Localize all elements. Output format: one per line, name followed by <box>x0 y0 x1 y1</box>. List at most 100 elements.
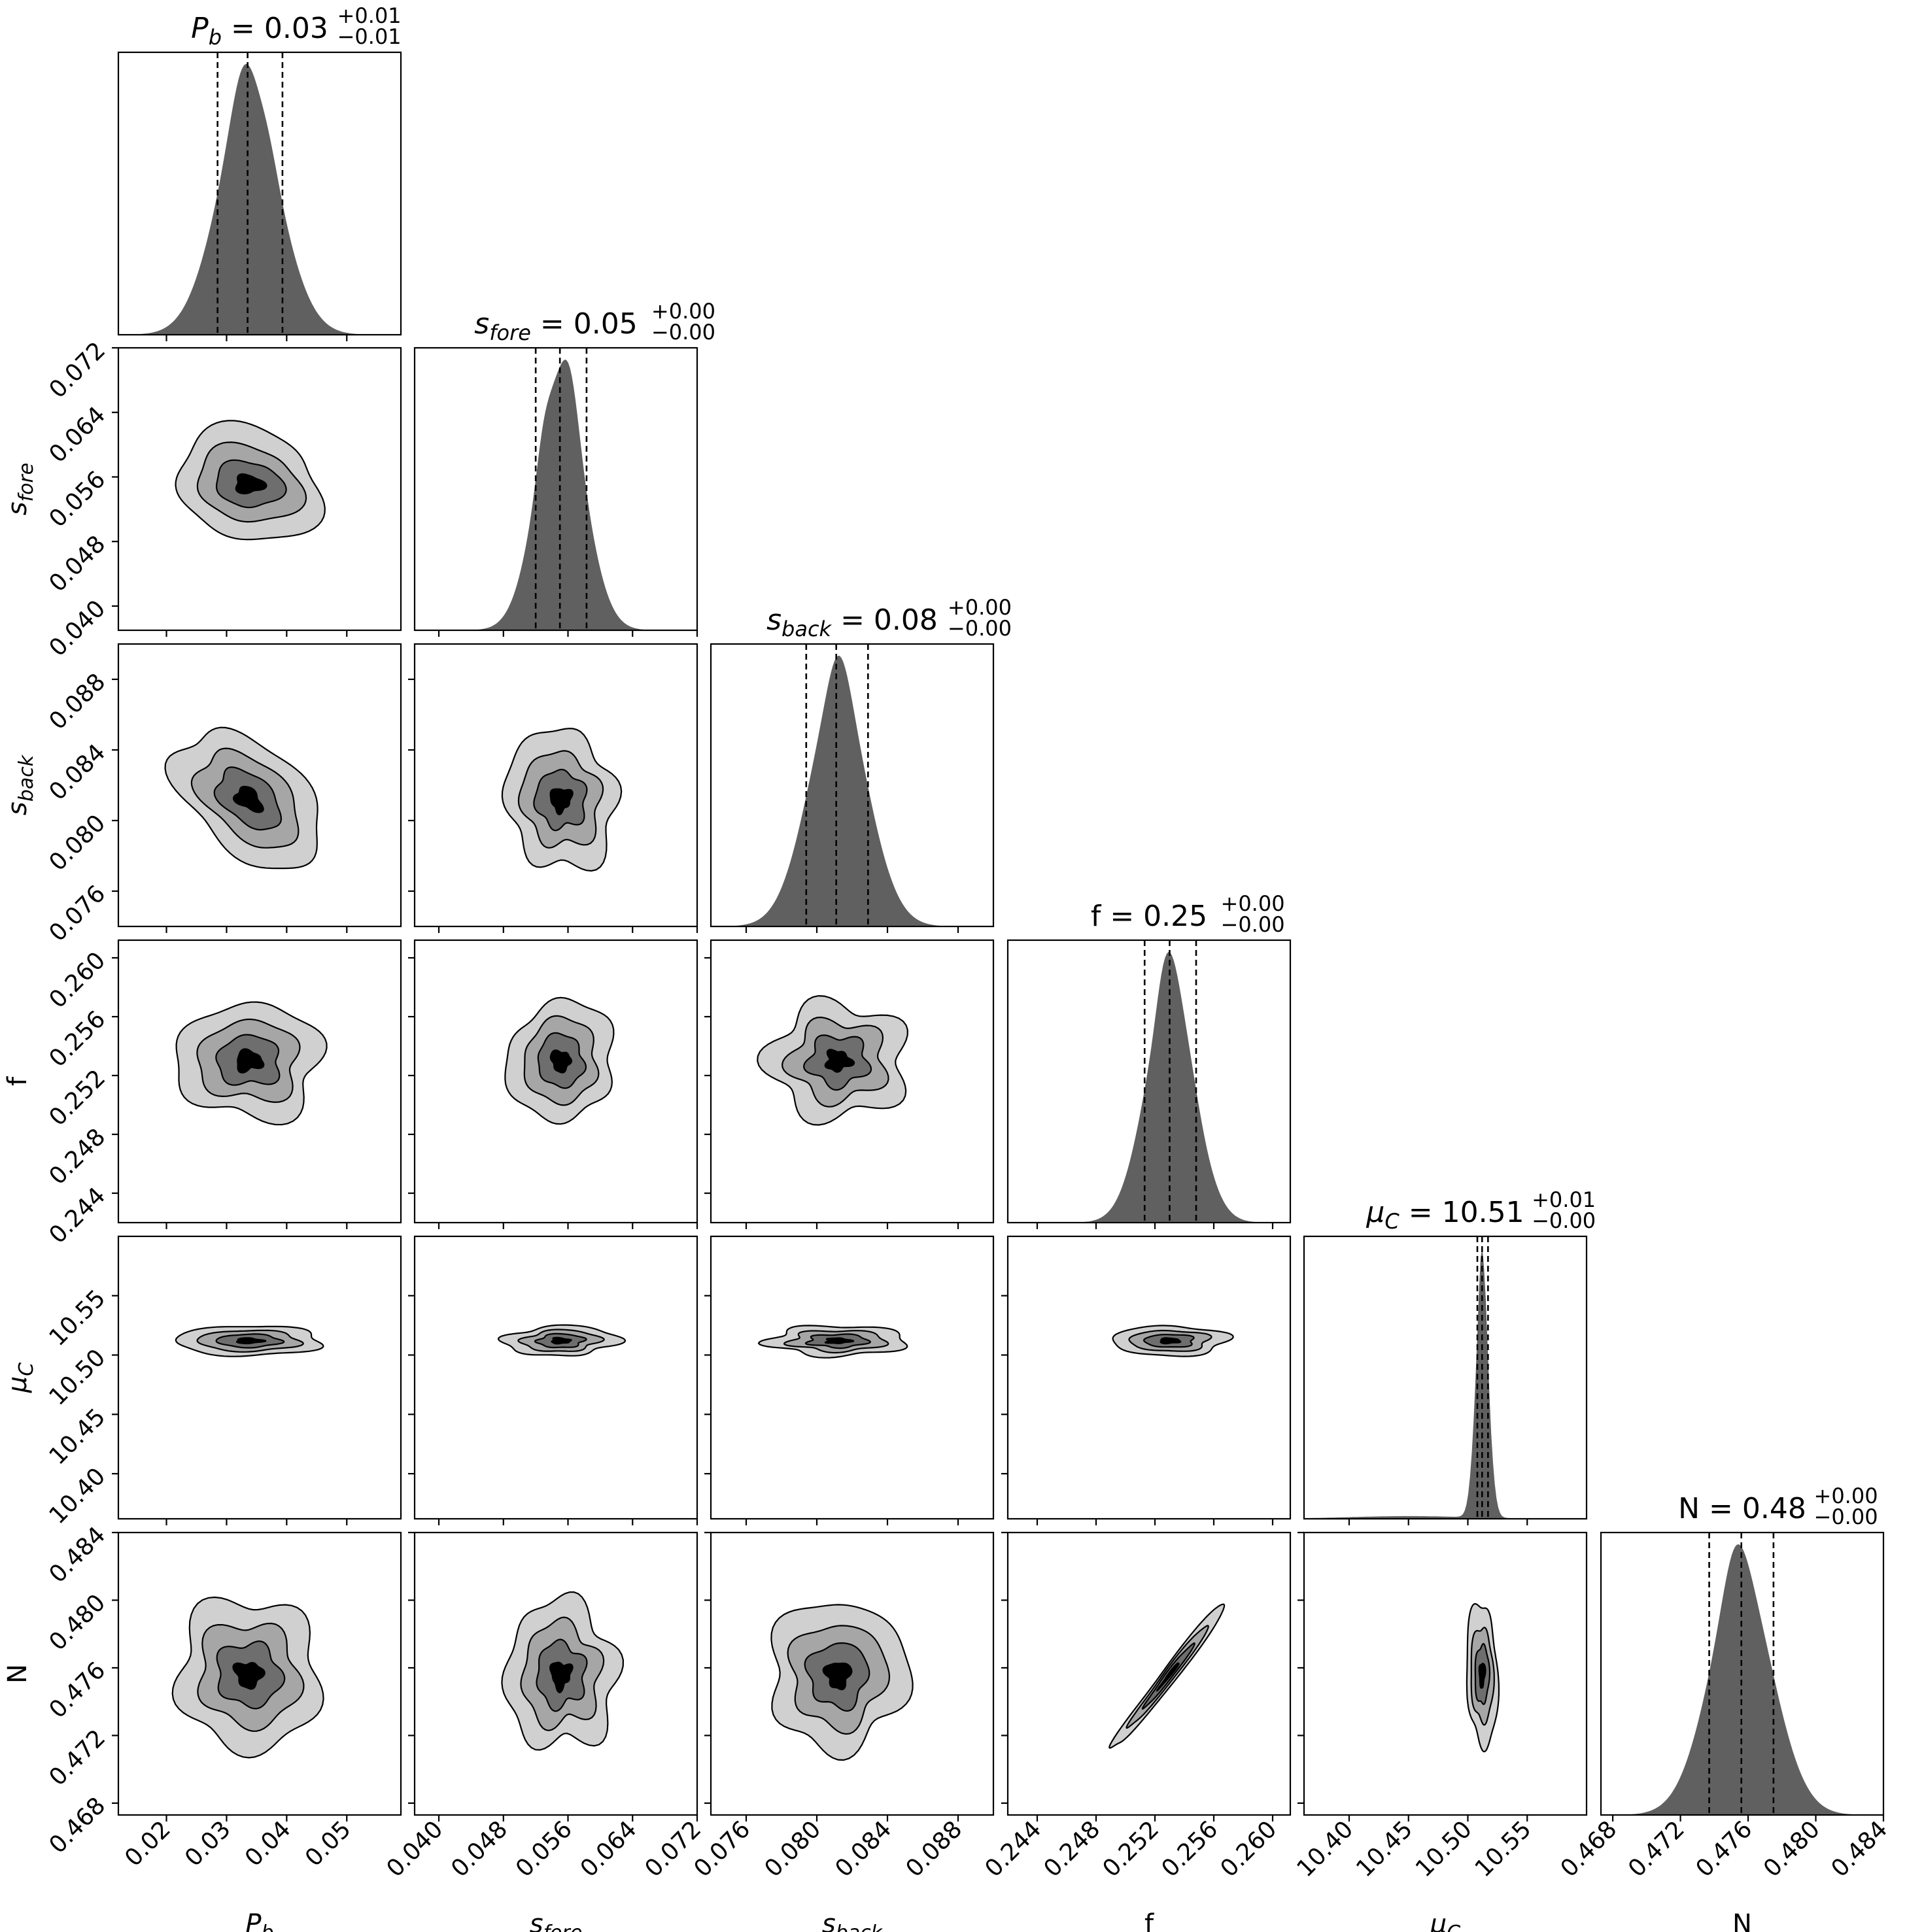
ticks-2-1 <box>408 678 698 933</box>
y-axis-label-N: N <box>3 1664 33 1684</box>
ticks-5-4 <box>1297 1531 1528 1822</box>
ticks-4-4 <box>1348 1519 1528 1525</box>
panel-frame-N <box>1600 1531 1885 1816</box>
ticks-0-0 <box>165 335 348 341</box>
histogram-panel-N: N = 0.48 +0.00−0.00 <box>1600 1483 1885 1816</box>
panel-title-minus-N: −0.00 <box>1814 1504 1878 1529</box>
contour-panel-Pb-vs-N <box>117 1531 402 1816</box>
contour-level-4 <box>549 788 574 815</box>
panel-frame-sfore-sback <box>413 643 698 928</box>
panel-title-plus-muC: +0.01 <box>1532 1187 1596 1212</box>
panel-title-N: N = 0.48 <box>1678 1492 1806 1525</box>
ticks-4-0 <box>112 1295 348 1525</box>
contour-panel-sfore-vs-sback <box>413 643 698 928</box>
panel-frame-sfore <box>413 347 698 632</box>
panel-title-minus-Pb: −0.01 <box>337 24 402 49</box>
contour-panel-Pb-vs-muC <box>117 1235 402 1520</box>
panel-frame-Pb-muC <box>117 1235 402 1520</box>
x-axis-label-Pb: Pb <box>245 1909 273 1932</box>
panel-title-plus-Pb: +0.01 <box>337 3 402 28</box>
panel-frame-f <box>1006 939 1292 1224</box>
panel-frame-sback-N <box>710 1531 995 1816</box>
contour-panel-sfore-vs-N <box>413 1531 698 1816</box>
contour-level-4 <box>237 1048 265 1074</box>
panel-frame-f-muC <box>1006 1235 1292 1520</box>
y-axis-label-sback: sback <box>3 754 38 815</box>
x-axis-label-sback: sback <box>822 1909 884 1932</box>
x-axis-label-sfore: sfore <box>530 1909 583 1932</box>
ticks-4-2 <box>704 1295 959 1525</box>
ticks-4-1 <box>408 1295 698 1525</box>
y-axis-label-sfore: sfore <box>3 463 38 516</box>
contour-level-4 <box>235 1337 267 1345</box>
contour-panel-Pb-vs-sfore <box>117 347 402 632</box>
contour-level-4 <box>232 1661 266 1690</box>
histogram-panel-f: f = 0.25 +0.00−0.00 <box>1006 891 1292 1224</box>
contour-level-4 <box>235 473 267 495</box>
panel-frame-sback-f <box>710 939 995 1224</box>
contour-panel-sback-vs-muC <box>710 1235 995 1520</box>
ticks-5-1 <box>408 1531 698 1822</box>
contour-panel-muC-vs-N <box>1303 1531 1588 1816</box>
histogram-fill-f <box>1008 952 1290 1223</box>
ticks-5-5 <box>1612 1815 1885 1822</box>
ticks-3-1 <box>408 957 698 1229</box>
panel-frame-Pb-f <box>117 939 402 1224</box>
panel-title-minus-sback: −0.00 <box>948 616 1012 641</box>
panel-title-plus-N: +0.00 <box>1814 1483 1878 1508</box>
x-axis-label-muC: μC <box>1430 1909 1460 1932</box>
x-axis-label-N: N <box>1732 1909 1752 1932</box>
panel-frame-Pb-sfore <box>117 347 402 632</box>
panel-title-sfore: sfore = 0.05 <box>474 307 637 345</box>
panel-frame-muC-N <box>1303 1531 1588 1816</box>
panel-title-Pb: Pb = 0.03 <box>191 12 328 50</box>
contour-level-4 <box>824 1337 855 1345</box>
contour-level-4 <box>232 785 264 813</box>
panel-frame-f-N <box>1006 1531 1292 1816</box>
panel-frame-Pb <box>117 51 402 336</box>
ticks-1-0 <box>112 347 348 637</box>
x-axis-label-f: f <box>1144 1909 1154 1932</box>
histogram-fill-sback <box>711 656 993 926</box>
contour-panel-sback-vs-f <box>710 939 995 1224</box>
histogram-panel-Pb: Pb = 0.03 +0.01−0.01 <box>117 3 402 336</box>
panel-frame-sback <box>710 643 995 928</box>
contour-level-4 <box>1160 1337 1182 1345</box>
panel-title-minus-muC: −0.00 <box>1532 1208 1596 1233</box>
panel-frame-Pb-N <box>117 1531 402 1816</box>
ticks-1-1 <box>438 630 698 637</box>
y-axis-label-muC: μC <box>3 1363 38 1393</box>
panel-frame-sfore-f <box>413 939 698 1224</box>
panel-frame-sfore-N <box>413 1531 698 1816</box>
ticks-3-0 <box>112 957 348 1229</box>
contour-panel-sback-vs-N <box>710 1531 995 1816</box>
panel-title-minus-sfore: −0.00 <box>651 320 715 345</box>
contour-panel-sfore-vs-f <box>413 939 698 1224</box>
contour-level-4 <box>1478 1663 1486 1689</box>
contour-level-4 <box>1156 1662 1180 1692</box>
ticks-2-2 <box>745 926 959 933</box>
y-axis-label-f: f <box>3 1076 33 1086</box>
panel-frame-sback-muC <box>710 1235 995 1520</box>
contour-panel-Pb-vs-sback <box>117 643 402 928</box>
panel-title-f: f = 0.25 <box>1091 900 1207 933</box>
panel-title-plus-sfore: +0.00 <box>651 299 715 324</box>
histogram-fill-sfore <box>415 360 697 630</box>
panel-frame-Pb-sback <box>117 643 402 928</box>
contour-level-4 <box>549 1661 574 1693</box>
contour-level-4 <box>824 1049 855 1073</box>
contour-panel-f-vs-N <box>1006 1531 1292 1816</box>
histogram-panel-sfore: sfore = 0.05 +0.00−0.00 <box>413 299 715 632</box>
contour-level-4 <box>549 1049 573 1074</box>
ticks-5-2 <box>704 1531 959 1822</box>
contour-panel-sfore-vs-muC <box>413 1235 698 1520</box>
panel-title-plus-f: +0.00 <box>1221 891 1285 916</box>
panel-title-muC: μC = 10.51 <box>1366 1196 1524 1234</box>
ticks-3-3 <box>1036 1223 1274 1229</box>
histogram-panel-sback: sback = 0.08 +0.00−0.00 <box>710 595 1012 928</box>
panel-title-minus-f: −0.00 <box>1221 912 1285 937</box>
histogram-fill-Pb <box>118 64 401 335</box>
ticks-3-2 <box>704 957 959 1229</box>
ticks-5-0 <box>112 1531 348 1822</box>
